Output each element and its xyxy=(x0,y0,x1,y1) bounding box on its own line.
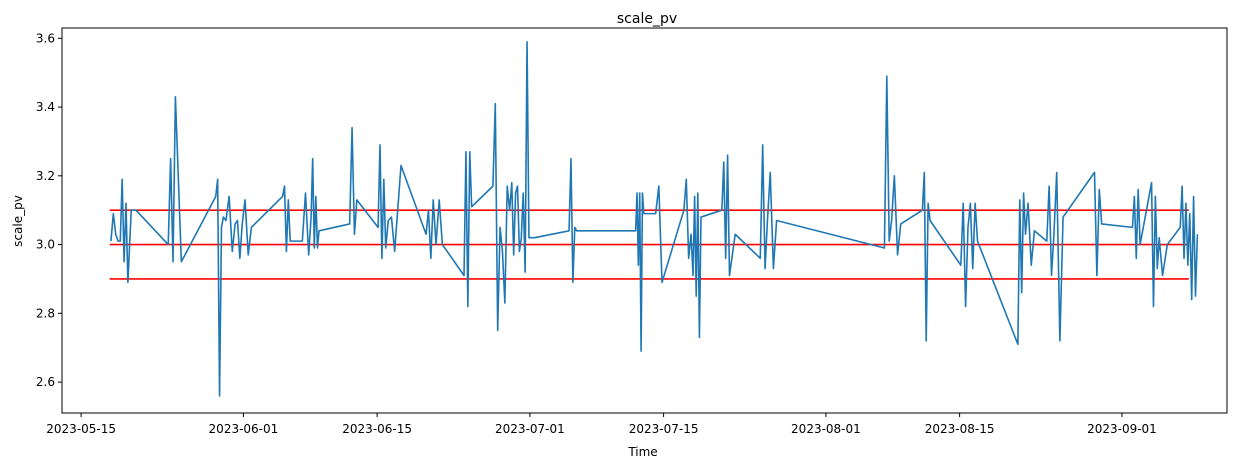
y-tick-label: 3.4 xyxy=(36,100,55,114)
y-axis-label: scale_pv xyxy=(11,195,25,247)
y-tick-label: 3.0 xyxy=(36,238,55,252)
chart-title: scale_pv xyxy=(617,11,677,27)
y-tick-label: 2.8 xyxy=(36,306,55,320)
x-tick-label: 2023-09-01 xyxy=(1087,422,1157,436)
x-tick-label: 2023-07-15 xyxy=(629,422,699,436)
x-tick-label: 2023-05-15 xyxy=(46,422,116,436)
x-axis-label: Time xyxy=(627,445,657,459)
x-tick-label: 2023-07-01 xyxy=(495,422,565,436)
y-tick-label: 2.6 xyxy=(36,375,55,389)
plot-area xyxy=(62,28,1227,413)
x-tick-label: 2023-08-15 xyxy=(925,422,995,436)
y-tick-label: 3.2 xyxy=(36,169,55,183)
x-tick-label: 2023-06-15 xyxy=(342,422,412,436)
x-tick-label: 2023-06-01 xyxy=(209,422,279,436)
plot-frame xyxy=(61,27,1228,414)
series-line-1 xyxy=(110,40,1199,397)
y-tick-label: 3.6 xyxy=(36,31,55,45)
x-tick-label: 2023-08-01 xyxy=(791,422,861,436)
